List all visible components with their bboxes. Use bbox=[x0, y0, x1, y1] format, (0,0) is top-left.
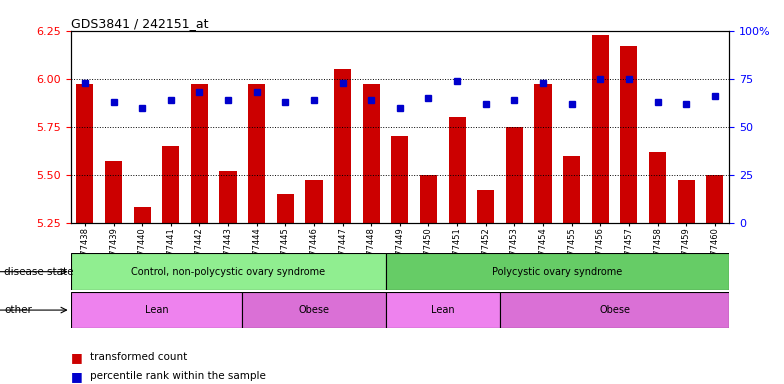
Bar bbox=[242, 292, 386, 328]
Bar bbox=[563, 156, 580, 223]
Bar bbox=[76, 84, 93, 223]
Text: Lean: Lean bbox=[431, 305, 455, 315]
Text: Obese: Obese bbox=[299, 305, 329, 315]
Bar bbox=[386, 292, 500, 328]
Bar bbox=[620, 46, 637, 223]
Bar bbox=[386, 253, 729, 290]
Bar bbox=[334, 69, 351, 223]
Text: transformed count: transformed count bbox=[90, 352, 187, 362]
Bar bbox=[506, 127, 523, 223]
Bar bbox=[162, 146, 180, 223]
Bar bbox=[592, 35, 609, 223]
Bar bbox=[500, 292, 729, 328]
Text: Obese: Obese bbox=[599, 305, 630, 315]
Bar bbox=[677, 180, 695, 223]
Text: ■: ■ bbox=[71, 370, 86, 383]
Bar bbox=[535, 84, 552, 223]
Bar bbox=[448, 117, 466, 223]
Bar bbox=[191, 84, 208, 223]
Bar bbox=[420, 175, 437, 223]
Bar bbox=[477, 190, 495, 223]
Text: Control, non-polycystic ovary syndrome: Control, non-polycystic ovary syndrome bbox=[131, 266, 325, 277]
Bar bbox=[71, 253, 386, 290]
Bar bbox=[105, 161, 122, 223]
Bar bbox=[649, 152, 666, 223]
Bar bbox=[220, 171, 237, 223]
Text: disease state: disease state bbox=[4, 266, 74, 277]
Text: other: other bbox=[4, 305, 32, 315]
Bar bbox=[391, 136, 408, 223]
Bar bbox=[706, 175, 724, 223]
Bar bbox=[71, 292, 242, 328]
Text: percentile rank within the sample: percentile rank within the sample bbox=[90, 371, 266, 381]
Text: Lean: Lean bbox=[144, 305, 169, 315]
Bar bbox=[133, 207, 151, 223]
Text: Polycystic ovary syndrome: Polycystic ovary syndrome bbox=[492, 266, 622, 277]
Bar bbox=[248, 84, 265, 223]
Bar bbox=[305, 180, 322, 223]
Bar bbox=[277, 194, 294, 223]
Bar bbox=[363, 84, 379, 223]
Text: ■: ■ bbox=[71, 351, 86, 364]
Text: GDS3841 / 242151_at: GDS3841 / 242151_at bbox=[71, 17, 208, 30]
